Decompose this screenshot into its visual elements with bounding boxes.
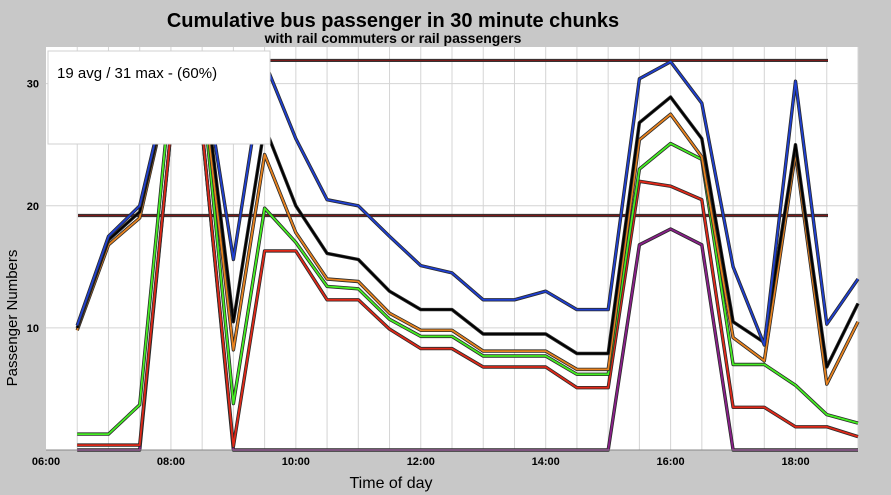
annotation-text: 19 avg / 31 max - (60%) — [57, 65, 217, 82]
x-tick-label: 12:00 — [407, 456, 435, 468]
x-tick-label: 10:00 — [282, 456, 310, 468]
x-tick-labels: 06:00 08:00 10:00 12:00 14:00 16:00 18:00 — [32, 456, 810, 468]
x-tick-label: 18:00 — [781, 456, 809, 468]
x-tick-label: 14:00 — [532, 456, 560, 468]
y-axis-label: Passenger Numbers — [4, 250, 21, 387]
annotation-box — [47, 50, 271, 145]
y-tick-label: 10 — [27, 323, 39, 335]
chart-subtitle: with rail commuters or rail passengers — [264, 30, 522, 46]
series-line-5 — [77, 130, 859, 448]
y-tick-label: 20 — [27, 201, 39, 213]
y-tick-label: 30 — [27, 79, 39, 91]
x-tick-label: 06:00 — [32, 456, 60, 468]
x-axis-label: Time of day — [350, 475, 433, 492]
x-tick-label: 08:00 — [157, 456, 185, 468]
chart-title: Cumulative bus passenger in 30 minute ch… — [167, 10, 619, 32]
y-tick-labels: 10 20 30 — [27, 79, 39, 335]
x-tick-label: 16:00 — [657, 456, 685, 468]
